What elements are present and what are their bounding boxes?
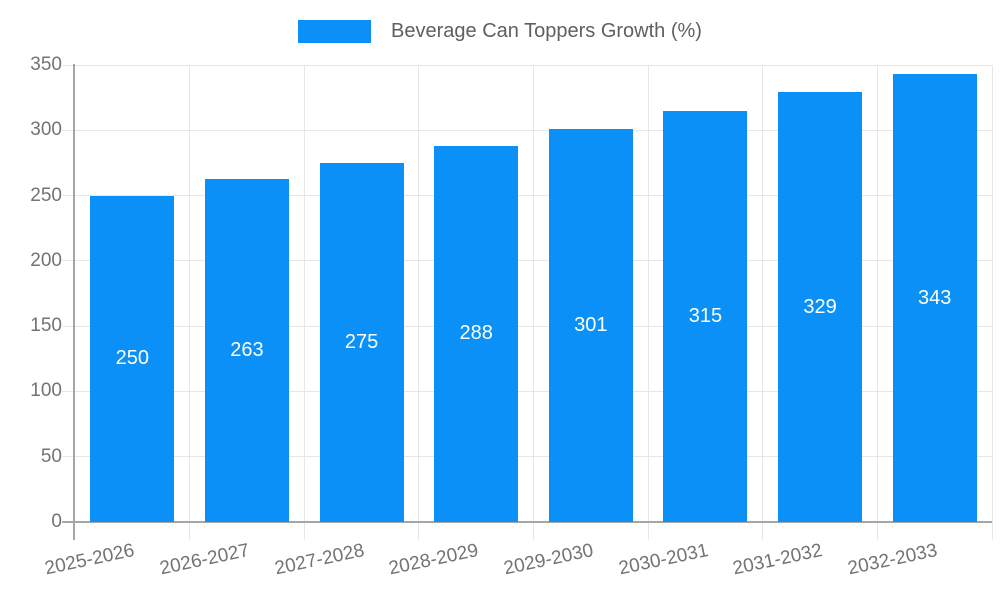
y-axis-line xyxy=(73,64,75,540)
bar-value-label: 288 xyxy=(459,322,493,345)
bar[interactable]: 275 xyxy=(319,162,404,522)
y-gridline xyxy=(62,195,992,197)
x-gridline xyxy=(533,65,534,540)
y-axis-tick-label: 100 xyxy=(30,380,62,402)
y-axis-tick-label: 0 xyxy=(51,511,62,532)
bar-value-label: 250 xyxy=(115,347,149,370)
legend-row: Beverage Can Toppers Growth (%) xyxy=(0,20,1000,43)
bar-value-label: 329 xyxy=(803,295,837,318)
x-axis-tick-label: 2026-2027 xyxy=(158,540,252,580)
y-gridline xyxy=(62,390,992,392)
y-gridline xyxy=(62,325,992,327)
x-axis-tick-label: 2025-2026 xyxy=(43,540,137,580)
y-axis-tick-label: 300 xyxy=(30,119,62,141)
legend[interactable]: Beverage Can Toppers Growth (%) xyxy=(298,20,702,43)
y-axis-tick-label: 250 xyxy=(30,184,62,206)
x-gridline xyxy=(991,65,993,540)
y-axis-tick-label: 50 xyxy=(40,445,62,467)
x-gridline xyxy=(189,65,191,540)
legend-label: Beverage Can Toppers Growth (%) xyxy=(391,20,702,42)
y-axis-tick-label: 200 xyxy=(30,249,62,271)
bar-value-label: 301 xyxy=(574,313,608,336)
x-axis-tick-label: 2029-2030 xyxy=(501,540,596,580)
y-gridline xyxy=(62,64,992,66)
x-axis-tick-label: 2030-2031 xyxy=(616,540,710,580)
y-axis-tick-label: 150 xyxy=(30,315,62,337)
bar-value-label: 275 xyxy=(344,330,379,353)
x-gridline xyxy=(876,65,878,540)
x-gridline xyxy=(303,65,305,540)
x-gridline xyxy=(418,65,420,540)
x-axis-line xyxy=(62,521,992,523)
x-axis-tick-label: 2027-2028 xyxy=(272,540,366,580)
bar[interactable]: 343 xyxy=(892,74,977,522)
x-axis-tick-label: 2031-2032 xyxy=(731,540,825,580)
bar[interactable]: 263 xyxy=(204,178,289,522)
bar-value-label: 263 xyxy=(230,338,264,361)
bar[interactable]: 250 xyxy=(90,195,175,522)
bar[interactable]: 329 xyxy=(778,92,863,522)
y-gridline xyxy=(62,260,992,262)
y-gridline xyxy=(62,456,992,458)
legend-swatch xyxy=(298,20,372,43)
x-axis-tick-label: 2032-2033 xyxy=(845,540,940,580)
bar[interactable]: 301 xyxy=(548,128,633,522)
x-gridline xyxy=(647,65,649,540)
bar-value-label: 315 xyxy=(688,304,723,327)
bar-value-label: 343 xyxy=(918,286,952,309)
y-axis-tick-label: 350 xyxy=(30,54,62,75)
bar[interactable]: 315 xyxy=(663,110,748,522)
y-gridline xyxy=(62,129,992,131)
x-gridline xyxy=(762,65,764,540)
bar[interactable]: 288 xyxy=(434,145,519,522)
x-axis-tick-label: 2028-2029 xyxy=(387,540,481,580)
